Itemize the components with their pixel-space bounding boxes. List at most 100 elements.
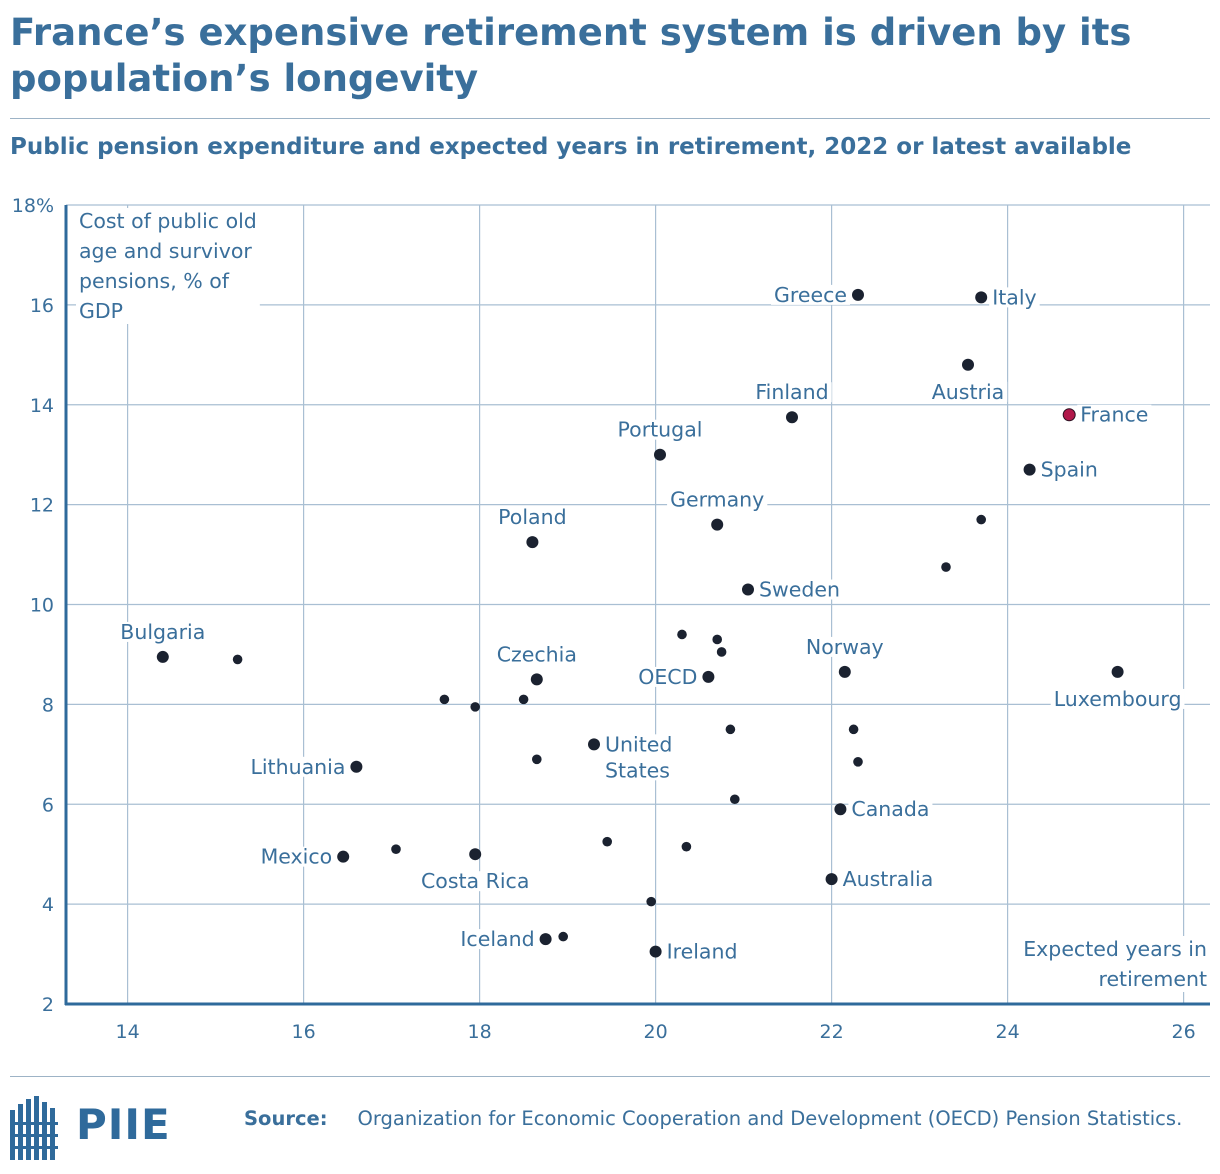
piie-logo-text: PIIE	[76, 1100, 171, 1149]
y-tick-label: 6	[42, 794, 54, 816]
point-unlabeled	[941, 562, 951, 572]
label-line: Australia	[843, 867, 934, 891]
label-background	[667, 489, 768, 510]
label-line: Bulgaria	[120, 620, 205, 644]
axis-titles: Cost of public old age and survivor pensio…	[76, 208, 1210, 992]
label-line: Luxembourg	[1054, 687, 1182, 711]
label-lithuania: Lithuania	[250, 755, 345, 779]
x-tick-label: 26	[1172, 1021, 1196, 1043]
label-line: Germany	[670, 488, 764, 512]
point-unlabeled	[518, 694, 529, 705]
y-tick-label: 18%	[12, 195, 54, 217]
point-unlabeled	[439, 694, 450, 705]
label-background	[257, 846, 336, 867]
point-unlabeled	[716, 647, 727, 657]
x-tick-label: 16	[292, 1021, 316, 1043]
label-line: Spain	[1041, 458, 1098, 482]
label-line: Ireland	[667, 940, 738, 964]
axes	[64, 205, 1210, 1006]
label-line: Costa Rica	[421, 869, 529, 893]
point-unlabeled	[391, 844, 401, 854]
label-line: Poland	[498, 505, 566, 529]
label-background	[771, 284, 850, 305]
y-axis-title-line: age and survivor	[79, 239, 252, 263]
point-unlabeled	[976, 514, 986, 525]
label-italy: Italy	[992, 285, 1036, 309]
label-line: Lithuania	[250, 755, 345, 779]
point-luxembourg	[1111, 665, 1124, 678]
x-axis-title-line: retirement	[1098, 967, 1207, 991]
y-axis-title: Cost of public old age and survivor pensio…	[79, 209, 257, 323]
piie-logo-icon	[10, 1096, 58, 1160]
label-background	[602, 734, 676, 781]
x-tick-label: 18	[468, 1021, 492, 1043]
label-background	[117, 621, 209, 642]
label-line: Sweden	[759, 578, 840, 602]
point-finland	[786, 411, 798, 424]
y-axis-title-line: Cost of public old	[79, 209, 257, 233]
point-unlabeled	[532, 754, 542, 765]
label-background	[752, 382, 832, 403]
point-norway	[838, 665, 851, 678]
grid-lines	[66, 204, 1210, 1004]
point-france	[1062, 408, 1076, 422]
y-axis-title-line: pensions, % of	[79, 269, 230, 293]
label-background	[663, 941, 741, 962]
footer-divider	[10, 1076, 1210, 1077]
label-mexico: Mexico	[261, 845, 333, 869]
label-united-states: United States	[605, 732, 672, 782]
point-unlabeled	[470, 702, 481, 712]
point-unlabeled	[725, 724, 736, 735]
point-greece	[852, 288, 864, 301]
label-background	[417, 871, 533, 892]
point-united-states	[588, 738, 600, 751]
point-unlabeled	[848, 724, 859, 735]
x-tick-label: 14	[116, 1021, 140, 1043]
point-canada	[834, 803, 847, 816]
label-background	[802, 636, 887, 657]
label-line: France	[1080, 403, 1148, 427]
label-costa-rica: Costa Rica	[421, 869, 529, 893]
source-note: Source: Organization for Economic Coopera…	[244, 1105, 1204, 1133]
source-label: Source:	[244, 1107, 328, 1130]
point-unlabeled	[677, 629, 687, 640]
chart-subtitle: Public pension expenditure and expected …	[10, 134, 1132, 160]
label-oecd: OECD	[638, 665, 697, 689]
label-line: Austria	[932, 380, 1004, 404]
y-tick-label: 2	[42, 994, 54, 1016]
label-australia: Australia	[843, 867, 934, 891]
label-line: Canada	[851, 797, 929, 821]
axis-title-background	[1020, 936, 1210, 992]
data-labels: Greece Italy Austria Finland France Portugal S…	[117, 283, 1185, 964]
data-points	[156, 288, 1124, 958]
point-germany	[711, 518, 724, 531]
label-line: Finland	[755, 380, 828, 404]
x-tick-label: 20	[644, 1021, 668, 1043]
label-background	[989, 287, 1040, 308]
label-background	[848, 799, 933, 820]
label-background	[839, 869, 937, 890]
point-poland	[526, 536, 539, 549]
x-axis-title: Expected years in retirement	[1023, 937, 1207, 991]
point-iceland	[539, 933, 552, 946]
point-oecd	[702, 670, 715, 683]
label-iceland: Iceland	[460, 927, 534, 951]
label-sweden: Sweden	[759, 578, 840, 602]
label-france: France	[1080, 403, 1148, 427]
label-austria: Austria	[932, 380, 1004, 404]
point-costa-rica	[469, 848, 482, 861]
label-portugal: Portugal	[618, 418, 703, 442]
y-tick-label: 16	[30, 295, 54, 317]
point-bulgaria	[156, 650, 169, 663]
chart-title: France’s expensive retirement system is …	[10, 11, 1132, 100]
label-finland: Finland	[755, 380, 828, 404]
y-tick-label: 8	[42, 694, 54, 716]
label-line: Mexico	[261, 845, 333, 869]
label-line: United	[605, 732, 672, 756]
label-background	[1037, 459, 1101, 480]
point-unlabeled	[681, 841, 692, 852]
point-unlabeled	[602, 836, 612, 847]
label-czechia: Czechia	[497, 642, 577, 666]
point-unlabeled	[853, 757, 863, 767]
